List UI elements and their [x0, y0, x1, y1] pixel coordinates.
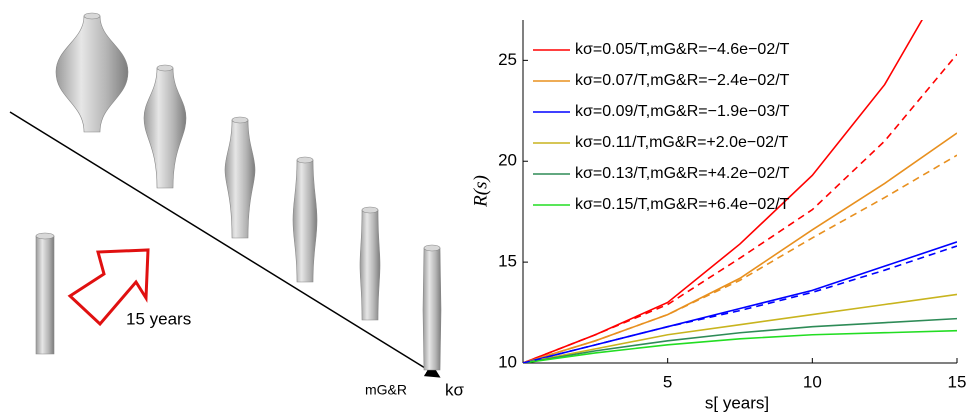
series-line: [523, 245, 957, 363]
legend-label: kσ=0.09/T,mG&R=−1.9e−03/T: [575, 103, 790, 120]
illustration: 15 years mG&R kσ: [9, 12, 465, 399]
x-tick-label: 15: [948, 372, 967, 391]
tube: [292, 159, 318, 283]
series-line: [523, 293, 957, 363]
plot-area: [523, 20, 957, 363]
y-tick-label: 20: [498, 151, 517, 170]
tube-cap: [35, 232, 55, 240]
legend-label: kσ=0.07/T,mG&R=−2.4e−02/T: [575, 72, 790, 89]
series-line: [523, 329, 957, 363]
legend-label: kσ=0.05/T,mG&R=−4.6e−02/T: [575, 41, 790, 58]
series-line: [523, 241, 957, 363]
y-tick-label: 25: [498, 50, 517, 69]
y-tick-label: 10: [498, 352, 517, 371]
period-label: 15 years: [126, 309, 191, 328]
tube: [55, 15, 129, 133]
series-line: [523, 154, 957, 363]
legend-label: kσ=0.13/T,mG&R=+4.2e−02/T: [575, 165, 790, 182]
tube: [143, 67, 187, 189]
tube: [224, 119, 256, 239]
y-tick-label: 15: [498, 252, 517, 271]
tube: [35, 235, 55, 355]
tube-cap: [423, 244, 441, 252]
y-axis-label: R(s): [470, 175, 491, 208]
tube: [422, 247, 442, 371]
tube-cap: [361, 206, 379, 214]
tube-cap: [231, 116, 249, 124]
tube: [359, 209, 381, 321]
series-line: [523, 53, 957, 363]
legend-label: kσ=0.11/T,mG&R=+2.0e−02/T: [575, 134, 788, 151]
trend-arrow: [9, 111, 441, 378]
x-tick-label: 10: [803, 372, 822, 391]
time-arrow: [67, 248, 150, 327]
tube-cap: [83, 12, 101, 20]
axis-label-m: mG&R: [365, 382, 407, 398]
x-axis-label: s[ years]: [705, 393, 769, 412]
tube-cap: [156, 64, 174, 72]
legend-label: kσ=0.15/T,mG&R=+6.4e−02/T: [575, 196, 790, 213]
axis-label-k: kσ: [445, 380, 465, 399]
series-line: [523, 317, 957, 363]
x-tick-label: 5: [663, 372, 672, 391]
tube-cap: [296, 156, 314, 164]
